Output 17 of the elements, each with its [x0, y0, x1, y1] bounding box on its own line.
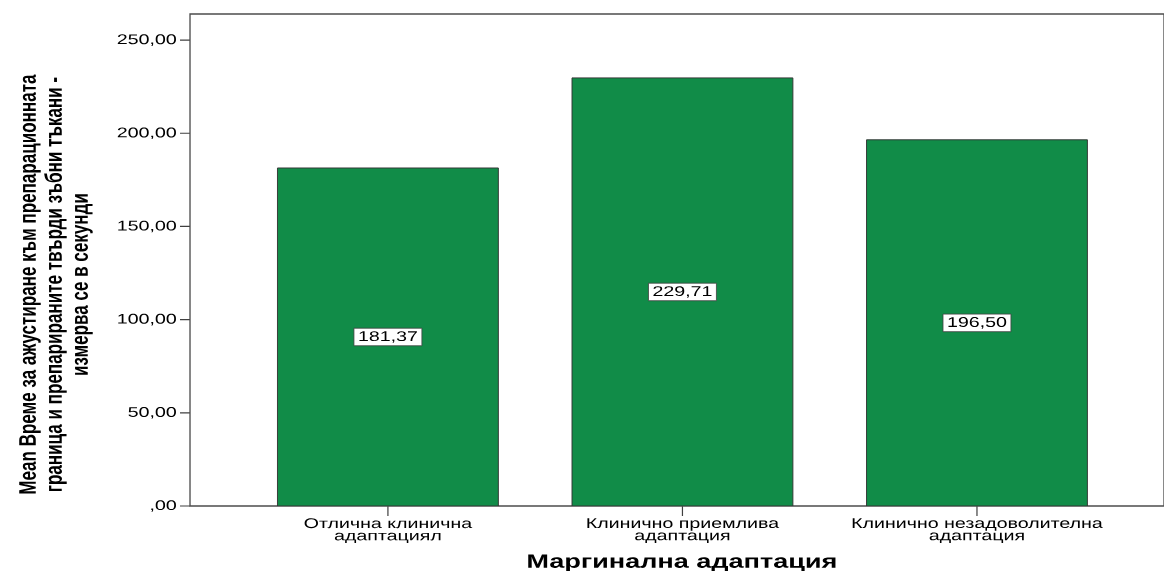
data-label: 229,71	[653, 286, 712, 298]
y-tick-label: 200,00	[117, 127, 176, 140]
y-tick-label: 100,00	[118, 313, 176, 326]
x-tick-label: Клинично приемлива адаптация	[587, 518, 780, 543]
bar	[571, 77, 794, 506]
y-tick-label: ,00	[151, 500, 176, 512]
y-tick-label: 50,00	[128, 407, 176, 419]
y-axis-title: Mean Време за ажустиране към препарационната граница и препарираните твърди зъбни тъкани - измерва се в секунди	[19, 74, 93, 494]
data-label: 196,50	[948, 317, 1007, 329]
data-label: 181,37	[359, 331, 417, 343]
x-tick-label: Клинично незадоволителна адаптация	[852, 518, 1103, 543]
bar	[866, 139, 1088, 506]
x-axis-title: Маргинална адаптация	[528, 554, 836, 571]
bar	[277, 167, 499, 506]
y-tick-label: 250,00	[117, 34, 176, 46]
x-tick-label: Отлична клинична адаптациял	[304, 518, 473, 544]
y-tick-label: 150,00	[118, 220, 176, 233]
